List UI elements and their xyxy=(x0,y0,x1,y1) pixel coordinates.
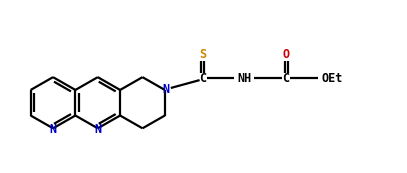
Text: C: C xyxy=(282,72,289,85)
Text: S: S xyxy=(199,48,206,61)
Text: N: N xyxy=(162,83,169,96)
Text: C: C xyxy=(199,72,206,85)
Text: O: O xyxy=(282,48,289,61)
Text: N: N xyxy=(94,123,101,136)
Text: OEt: OEt xyxy=(321,72,342,85)
Text: NH: NH xyxy=(237,72,252,85)
Text: N: N xyxy=(50,123,57,136)
